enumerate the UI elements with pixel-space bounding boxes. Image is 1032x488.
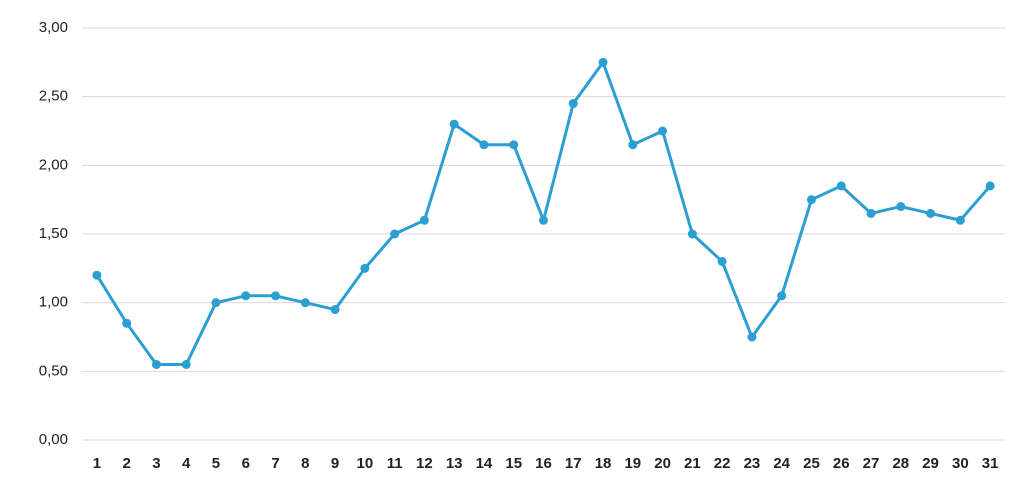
data-point [836, 181, 846, 191]
data-point [687, 229, 697, 239]
data-point [568, 99, 578, 109]
data-point [151, 359, 161, 369]
data-point [419, 215, 429, 225]
x-tick-label: 22 [714, 455, 731, 472]
x-tick-label: 10 [357, 455, 374, 472]
y-tick-label: 1,00 [39, 294, 68, 311]
x-tick-label: 26 [833, 455, 850, 472]
data-point [717, 256, 727, 266]
x-tick-label: 18 [595, 455, 612, 472]
data-point [509, 140, 519, 150]
x-tick-label: 4 [182, 455, 191, 472]
data-point [92, 270, 102, 280]
x-tick-label: 9 [331, 455, 339, 472]
x-tick-label: 7 [271, 455, 279, 472]
data-point [271, 291, 281, 301]
x-tick-label: 14 [476, 455, 493, 472]
x-tick-label: 30 [952, 455, 969, 472]
x-tick-label: 15 [505, 455, 522, 472]
data-point [479, 140, 489, 150]
x-tick-label: 17 [565, 455, 582, 472]
y-tick-label: 2,50 [39, 88, 68, 105]
x-tick-label: 21 [684, 455, 701, 472]
x-tick-label: 2 [122, 455, 130, 472]
series-line [95, 60, 992, 366]
data-point [866, 208, 876, 218]
y-tick-label: 0,50 [39, 362, 68, 379]
data-point [330, 305, 340, 315]
x-tick-label: 8 [301, 455, 309, 472]
x-tick-label: 1 [93, 455, 101, 472]
data-point [241, 291, 251, 301]
x-tick-label: 20 [654, 455, 671, 472]
x-tick-label: 31 [982, 455, 999, 472]
data-point [300, 298, 310, 308]
x-tick-label: 3 [152, 455, 160, 472]
x-tick-label: 16 [535, 455, 552, 472]
data-point [449, 119, 459, 129]
data-point [211, 298, 221, 308]
x-tick-label: 23 [744, 455, 761, 472]
data-point [747, 332, 757, 342]
x-tick-label: 5 [212, 455, 220, 472]
data-point [360, 263, 370, 273]
x-tick-label: 28 [892, 455, 909, 472]
data-point [181, 359, 191, 369]
x-tick-label: 6 [242, 455, 250, 472]
x-tick-label: 11 [387, 455, 403, 472]
x-tick-label: 12 [416, 455, 433, 472]
data-point [658, 126, 668, 136]
data-point [598, 57, 608, 67]
x-tick-label: 19 [624, 455, 641, 472]
data-point [628, 140, 638, 150]
data-point [539, 215, 548, 225]
data-point [777, 291, 787, 301]
data-point [955, 215, 965, 225]
data-point [806, 195, 816, 205]
x-tick-label: 29 [922, 455, 939, 472]
y-tick-label: 2,00 [39, 156, 68, 173]
x-tick-label: 13 [446, 455, 463, 472]
y-tick-label: 0,00 [39, 431, 68, 448]
y-tick-label: 3,00 [39, 19, 68, 36]
x-tick-label: 25 [803, 455, 820, 472]
data-point [985, 181, 995, 191]
y-tick-label: 1,50 [39, 225, 68, 242]
data-point [926, 208, 936, 218]
x-tick-label: 24 [773, 455, 790, 472]
data-point [390, 229, 400, 239]
data-point [896, 202, 906, 212]
x-tick-label: 27 [863, 455, 880, 472]
data-point [122, 318, 132, 328]
